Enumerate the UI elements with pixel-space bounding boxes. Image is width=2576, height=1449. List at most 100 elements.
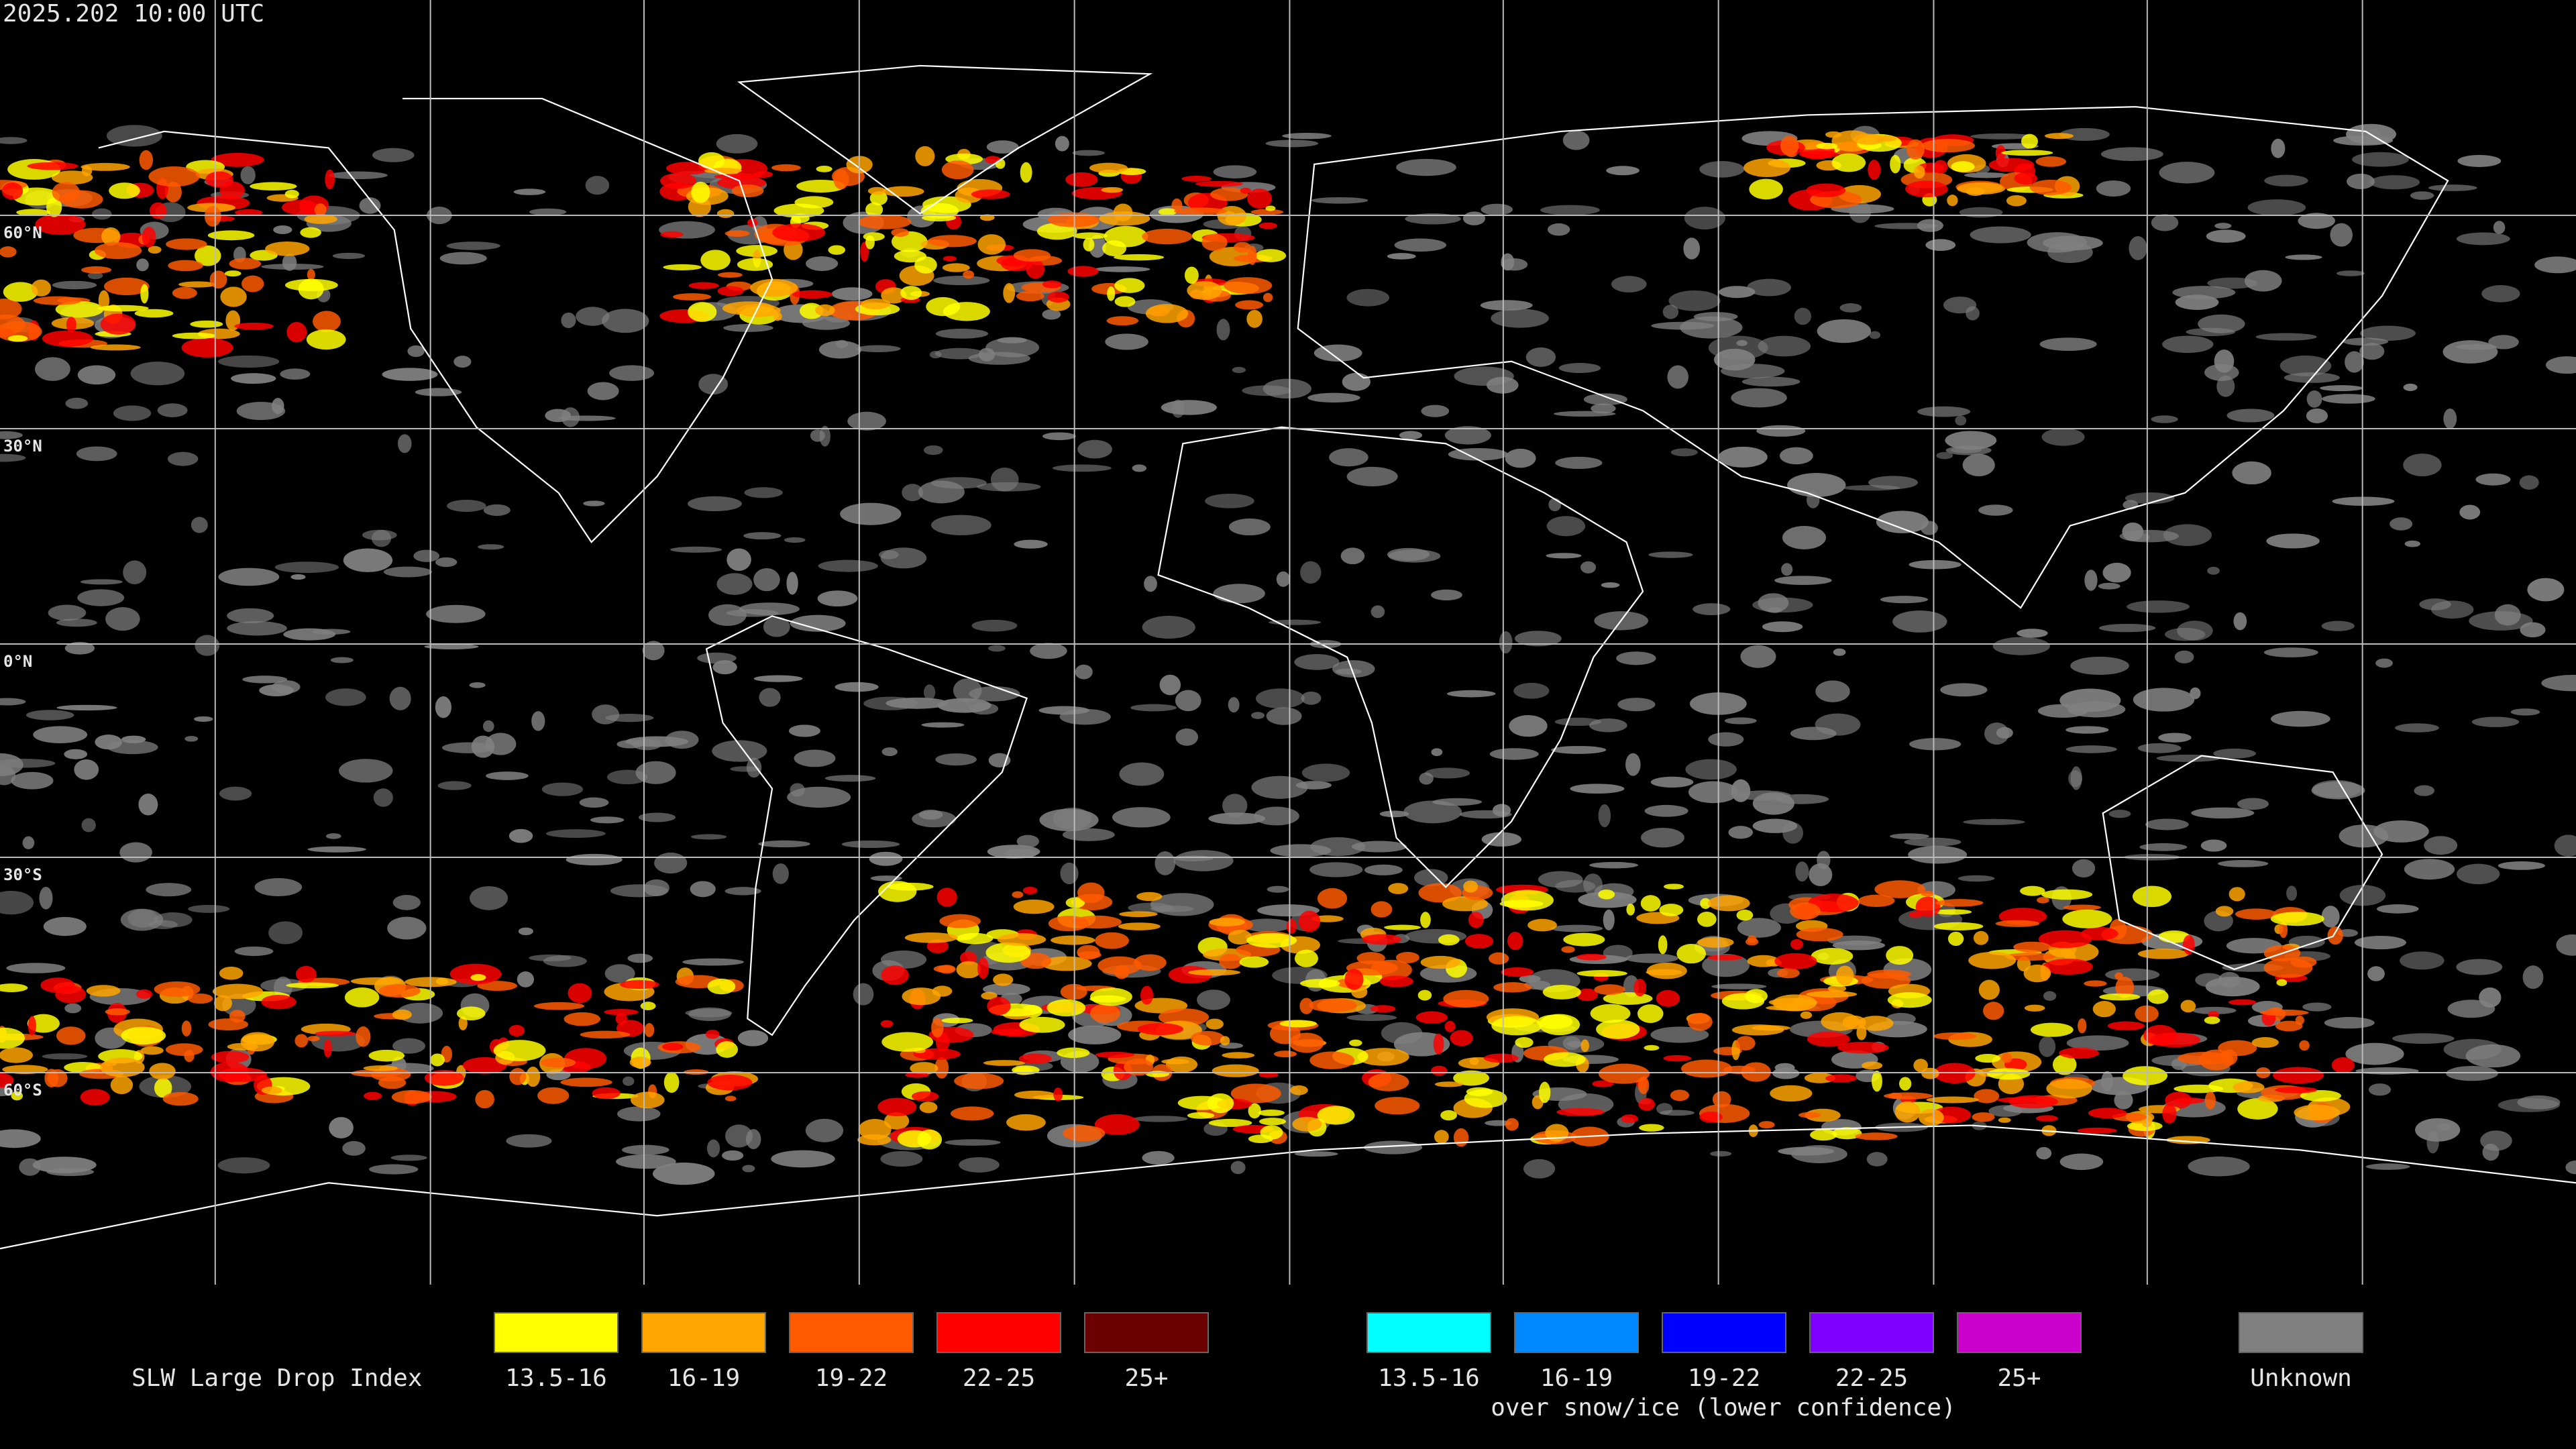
cloud-patch xyxy=(1014,539,1048,549)
cloud-patch xyxy=(1576,988,1599,1002)
cloud-patch xyxy=(2306,408,2328,423)
cloud-patch xyxy=(981,991,998,1000)
cloud-patch xyxy=(1978,979,2000,1000)
cloud-patch xyxy=(2367,966,2385,981)
cloud-patch xyxy=(1246,932,1297,948)
cloud-patch xyxy=(1943,297,1977,314)
cloud-patch xyxy=(2359,342,2385,360)
cloud-patch xyxy=(1107,286,1116,301)
cloud-patch xyxy=(1248,1103,1261,1119)
cloud-patch xyxy=(1047,212,1099,227)
cloud-patch xyxy=(1073,232,1108,239)
cloud-patch xyxy=(2017,629,2048,638)
cloud-patch xyxy=(853,983,874,1006)
cloud-patch xyxy=(576,307,610,326)
cloud-patch xyxy=(1301,691,1322,705)
cloud-patch xyxy=(508,1024,525,1036)
cloud-patch xyxy=(2191,807,2255,819)
cloud-patch xyxy=(1224,277,1273,294)
cloud-patch xyxy=(1583,393,1627,406)
cloud-patch xyxy=(1720,364,1785,378)
cloud-patch xyxy=(592,1087,621,1099)
cloud-patch xyxy=(786,572,798,595)
cloud-patch xyxy=(441,742,494,753)
cloud-patch xyxy=(1047,291,1069,303)
cloud-patch xyxy=(1790,727,1837,741)
cloud-patch xyxy=(1299,998,1313,1014)
cloud-patch xyxy=(1867,969,1911,979)
cloud-patch xyxy=(2556,934,2576,956)
cloud-patch xyxy=(28,1016,36,1036)
cloud-patch xyxy=(241,275,264,292)
cloud-patch xyxy=(1876,511,1929,533)
cloud-patch xyxy=(328,171,388,180)
cloud-patch xyxy=(2237,1098,2278,1120)
cloud-patch xyxy=(307,268,315,280)
cloud-patch xyxy=(383,566,432,578)
cloud-patch xyxy=(1772,994,1817,1012)
cloud-patch xyxy=(2098,623,2156,633)
cloud-patch xyxy=(344,987,380,1008)
cloud-patch xyxy=(1173,855,1214,861)
cloud-patch xyxy=(919,1102,938,1114)
cloud-patch xyxy=(1242,918,1292,932)
cloud-patch xyxy=(1342,372,1371,391)
cloud-patch xyxy=(1968,951,2017,969)
cloud-patch xyxy=(1514,631,1562,647)
cloud-patch xyxy=(154,1078,172,1098)
cloud-patch xyxy=(926,297,961,317)
cloud-patch xyxy=(1060,862,1079,885)
cloud-patch xyxy=(660,231,684,238)
cloud-patch xyxy=(537,1087,570,1104)
legend-swatch xyxy=(1366,1312,1491,1353)
cloud-patch xyxy=(2527,578,2565,602)
cloud-patch xyxy=(2519,475,2539,490)
cloud-patch xyxy=(1667,365,1688,389)
cloud-patch xyxy=(449,963,502,985)
cloud-patch xyxy=(1253,806,1299,826)
cloud-patch xyxy=(123,560,147,584)
cloud-patch xyxy=(1016,835,1040,848)
cloud-patch xyxy=(0,137,28,144)
cloud-patch xyxy=(690,834,727,840)
cloud-patch xyxy=(744,487,783,498)
cloud-patch xyxy=(187,993,213,1004)
cloud-patch xyxy=(1886,946,1914,965)
cloud-patch xyxy=(16,209,50,216)
cloud-patch xyxy=(2302,1002,2332,1012)
cloud-patch xyxy=(1370,1005,1396,1013)
cloud-patch xyxy=(1598,1063,1650,1084)
cloud-patch xyxy=(1523,1159,1556,1179)
cloud-patch xyxy=(1232,366,1246,374)
cloud-patch xyxy=(274,561,339,574)
cloud-patch xyxy=(956,932,994,945)
cloud-patch xyxy=(1947,931,1964,947)
cloud-patch xyxy=(716,573,753,595)
cloud-patch xyxy=(1161,400,1217,415)
cloud-patch xyxy=(806,256,839,271)
cloud-patch xyxy=(725,1124,753,1148)
cloud-patch xyxy=(1431,748,1443,757)
cloud-patch xyxy=(2207,277,2257,289)
cloud-patch xyxy=(392,894,421,910)
cloud-patch xyxy=(307,846,366,853)
cloud-patch xyxy=(148,246,162,254)
cloud-patch xyxy=(1688,781,1739,804)
cloud-patch xyxy=(105,607,140,631)
cloud-patch xyxy=(1806,183,1846,198)
cloud-patch xyxy=(1809,863,1833,887)
cloud-patch xyxy=(557,415,616,421)
cloud-patch xyxy=(824,775,876,782)
cloud-patch xyxy=(1501,253,1515,271)
cloud-patch xyxy=(1346,288,1389,307)
cloud-patch xyxy=(227,621,287,636)
cloud-patch xyxy=(2105,968,2160,981)
cloud-patch xyxy=(880,1150,923,1167)
cloud-patch xyxy=(2488,335,2519,350)
cloud-patch xyxy=(1787,473,1846,497)
cloud-patch xyxy=(2218,971,2241,988)
cloud-patch xyxy=(97,305,149,312)
cloud-patch xyxy=(1051,935,1095,945)
cloud-patch xyxy=(1869,331,1881,339)
